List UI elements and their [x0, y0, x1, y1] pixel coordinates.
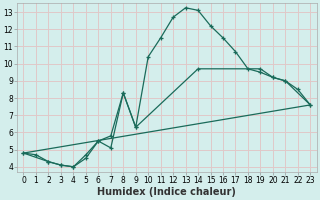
- X-axis label: Humidex (Indice chaleur): Humidex (Indice chaleur): [98, 187, 236, 197]
